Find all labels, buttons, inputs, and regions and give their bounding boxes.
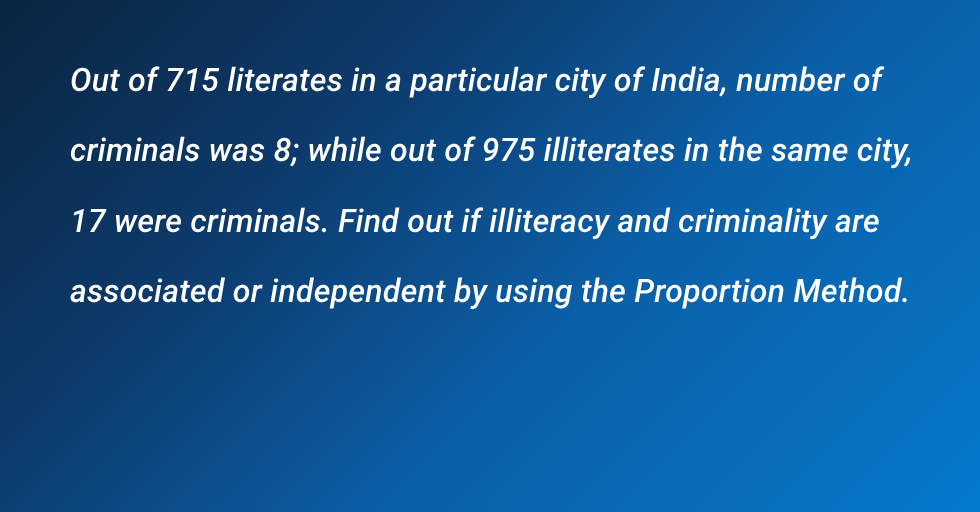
- problem-statement: Out of 715 literates in a particular cit…: [70, 45, 925, 327]
